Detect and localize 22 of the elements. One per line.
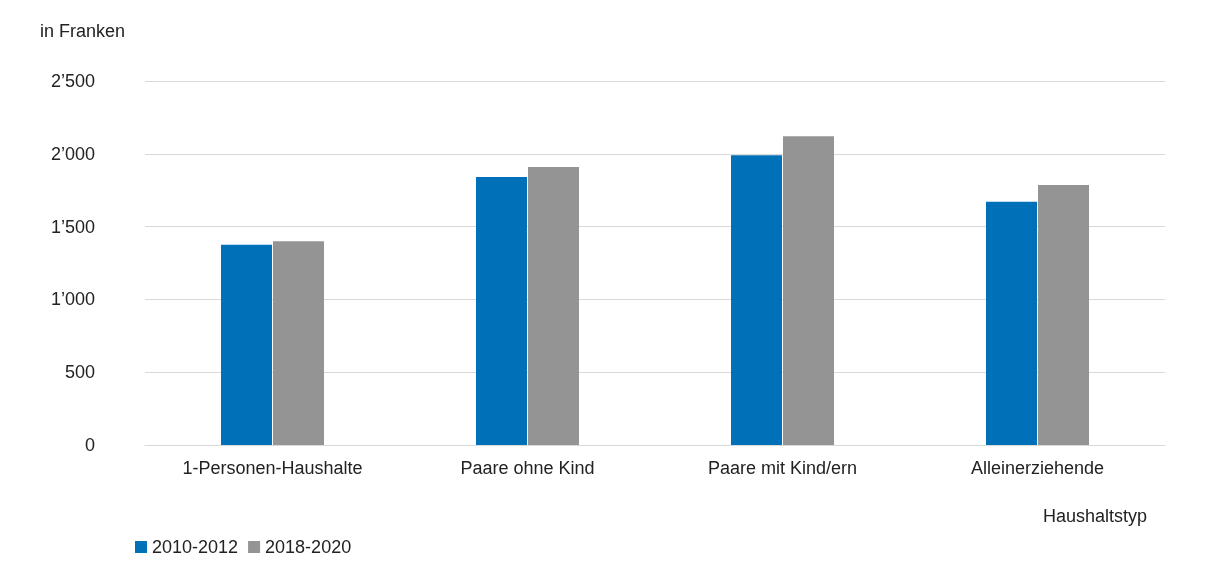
- x-tick-label: Paare ohne Kind: [460, 458, 595, 478]
- y-tick-label: 2’500: [50, 71, 95, 91]
- y-tick-label: 1’500: [50, 216, 95, 237]
- y-axis-title: in Franken: [40, 21, 126, 41]
- bar: [273, 241, 325, 445]
- y-tick-label: 500: [64, 362, 95, 383]
- bar: [1038, 185, 1090, 445]
- bar: [528, 166, 580, 445]
- legend-label: 2018-2020: [265, 537, 352, 557]
- y-tick-label: 1’000: [50, 289, 95, 310]
- bar: [220, 244, 272, 445]
- x-tick-label: 1-Personen-Haushalte: [182, 458, 363, 478]
- legend-label: 2010-2012: [152, 537, 239, 557]
- bar: [783, 136, 835, 445]
- x-tick-label: Alleinerziehende: [970, 458, 1105, 478]
- bar: [985, 201, 1037, 445]
- x-tick-label: Paare mit Kind/ern: [707, 458, 858, 478]
- bar: [730, 155, 782, 445]
- y-tick-label: 0: [84, 435, 95, 455]
- y-tick-label: 2’000: [50, 143, 95, 164]
- x-axis-title: Haushaltstyp: [1042, 506, 1148, 526]
- bar: [475, 177, 527, 445]
